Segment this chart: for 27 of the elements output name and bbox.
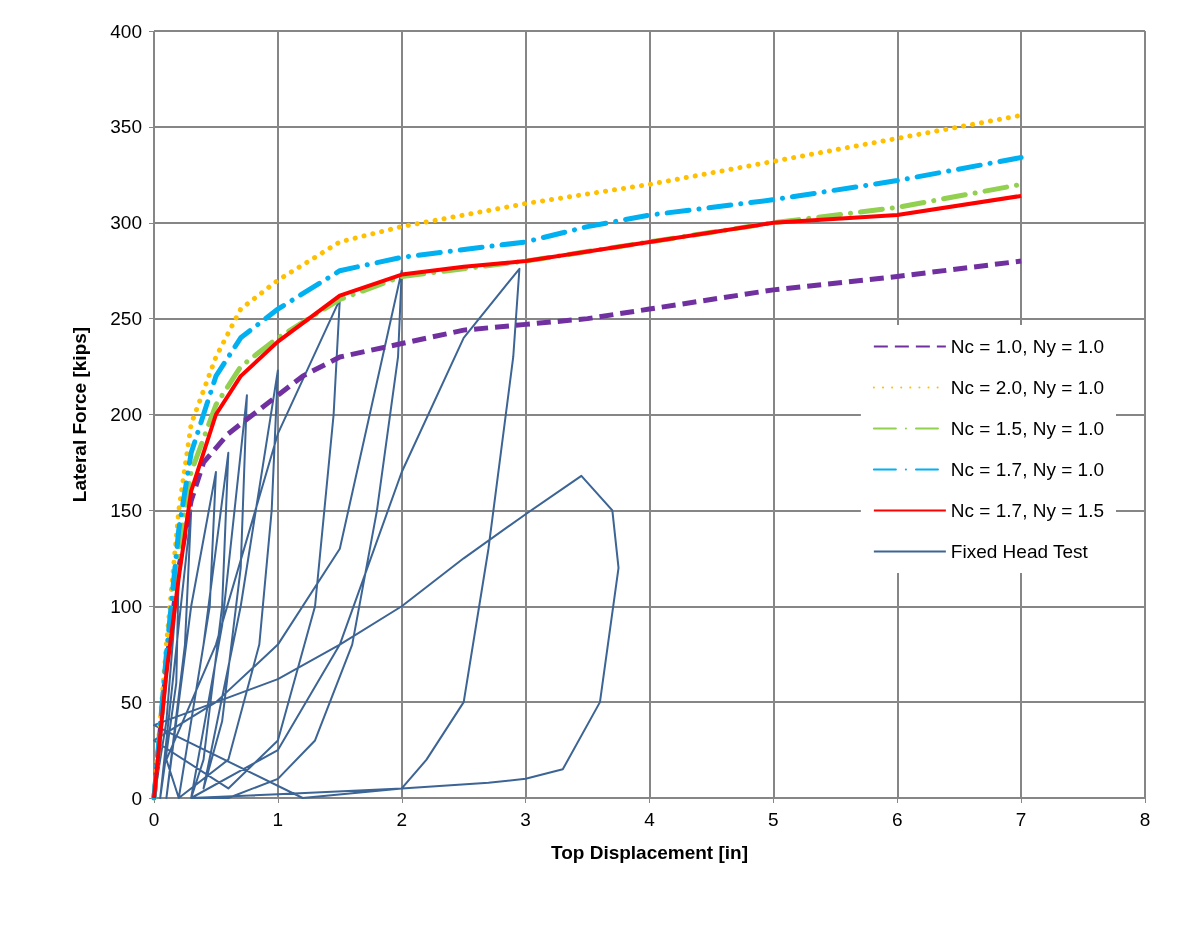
y-tick-label: 150 bbox=[110, 499, 142, 521]
x-axis-title: Top Displacement [in] bbox=[550, 842, 749, 863]
y-tick-label: 250 bbox=[110, 308, 142, 330]
x-tick-label: 5 bbox=[768, 809, 779, 830]
legend-label: Fixed Head Test bbox=[950, 541, 1089, 562]
x-tick-label: 1 bbox=[272, 809, 284, 830]
x-tick-label: 2 bbox=[396, 809, 408, 830]
x-tick-label: 4 bbox=[644, 809, 656, 830]
x-tick-label: 0 bbox=[148, 809, 160, 830]
y-axis-title: Lateral Force [kips] bbox=[69, 326, 90, 503]
y-tick-label: 100 bbox=[110, 595, 142, 617]
legend-label: Nc = 1.7, Ny = 1.5 bbox=[950, 500, 1105, 521]
x-tick-label: 7 bbox=[1015, 809, 1027, 830]
legend-label: Nc = 1.5, Ny = 1.0 bbox=[950, 418, 1105, 439]
x-tick-label: 6 bbox=[891, 809, 903, 830]
legend-label: Nc = 2.0, Ny = 1.0 bbox=[950, 377, 1105, 398]
legend-label: Nc = 1.0, Ny = 1.0 bbox=[950, 336, 1105, 357]
y-tick-label: 0 bbox=[131, 787, 142, 809]
y-tick-label: 400 bbox=[110, 20, 142, 42]
y-tick-label: 200 bbox=[110, 404, 142, 425]
y-tick-label: 50 bbox=[120, 691, 142, 713]
x-tick-label: 3 bbox=[520, 809, 531, 830]
line-series bbox=[153, 267, 620, 799]
y-tick-label: 300 bbox=[110, 212, 142, 234]
x-tick-label: 8 bbox=[1139, 809, 1151, 830]
legend-label: Nc = 1.7, Ny = 1.0 bbox=[950, 459, 1105, 480]
y-tick-label: 350 bbox=[110, 116, 142, 138]
